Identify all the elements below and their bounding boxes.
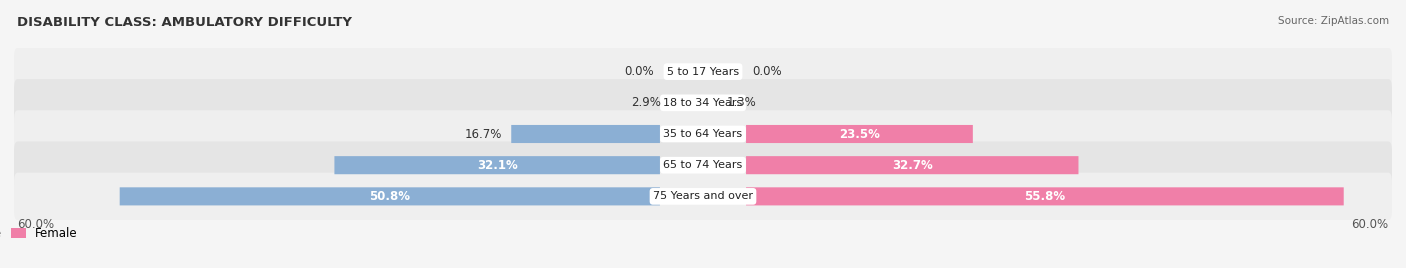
Text: 32.7%: 32.7%	[891, 159, 932, 172]
Text: Source: ZipAtlas.com: Source: ZipAtlas.com	[1278, 16, 1389, 26]
Text: 0.0%: 0.0%	[624, 65, 654, 78]
FancyBboxPatch shape	[14, 142, 1392, 189]
FancyBboxPatch shape	[747, 125, 973, 143]
FancyBboxPatch shape	[747, 156, 1078, 174]
Text: 60.0%: 60.0%	[17, 218, 55, 230]
FancyBboxPatch shape	[747, 187, 1344, 205]
FancyBboxPatch shape	[335, 156, 659, 174]
Text: 16.7%: 16.7%	[465, 128, 502, 140]
Text: 32.1%: 32.1%	[477, 159, 517, 172]
FancyBboxPatch shape	[14, 110, 1392, 158]
FancyBboxPatch shape	[14, 79, 1392, 126]
Text: 60.0%: 60.0%	[1351, 218, 1389, 230]
Text: 23.5%: 23.5%	[839, 128, 880, 140]
FancyBboxPatch shape	[120, 187, 659, 205]
Text: 35 to 64 Years: 35 to 64 Years	[664, 129, 742, 139]
Text: 0.0%: 0.0%	[752, 65, 782, 78]
FancyBboxPatch shape	[14, 48, 1392, 95]
Text: 65 to 74 Years: 65 to 74 Years	[664, 160, 742, 170]
FancyBboxPatch shape	[512, 125, 659, 143]
Text: 1.3%: 1.3%	[727, 96, 756, 109]
FancyBboxPatch shape	[14, 173, 1392, 220]
Text: 75 Years and over: 75 Years and over	[652, 191, 754, 201]
Legend: Male, Female: Male, Female	[0, 222, 83, 245]
Text: 50.8%: 50.8%	[370, 190, 411, 203]
Text: 55.8%: 55.8%	[1025, 190, 1066, 203]
Text: DISABILITY CLASS: AMBULATORY DIFFICULTY: DISABILITY CLASS: AMBULATORY DIFFICULTY	[17, 16, 352, 29]
Text: 18 to 34 Years: 18 to 34 Years	[664, 98, 742, 108]
Text: 5 to 17 Years: 5 to 17 Years	[666, 67, 740, 77]
Text: 2.9%: 2.9%	[631, 96, 661, 109]
